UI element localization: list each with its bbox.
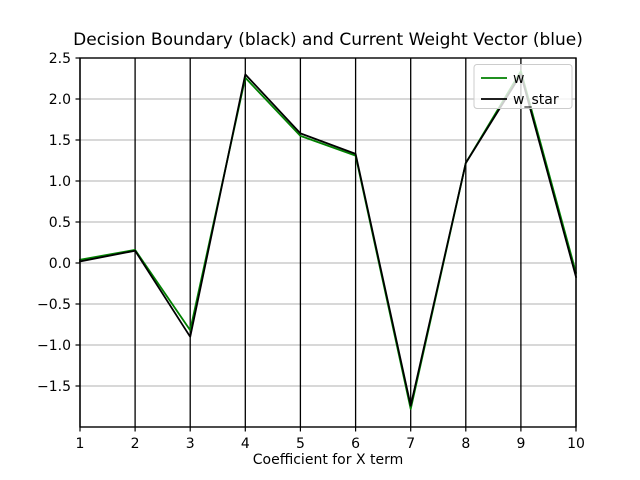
y-tick-label: 1.0	[49, 174, 71, 190]
x-tick-label: 6	[351, 436, 360, 452]
legend-label-w_star: w_star	[513, 92, 559, 108]
y-tick-label: −1.0	[37, 338, 71, 354]
y-tick-label: 2.5	[49, 51, 71, 67]
legend-label-w: w	[513, 71, 524, 87]
x-tick-label: 10	[567, 436, 585, 452]
x-tick-label: 7	[406, 436, 415, 452]
y-tick-label: 0.0	[49, 256, 71, 272]
x-axis-label: Coefficient for X term	[252, 452, 404, 468]
y-tick-label: 0.5	[49, 215, 71, 231]
y-tick-label: 2.0	[49, 92, 71, 108]
chart-title: Decision Boundary (black) and Current We…	[73, 30, 583, 50]
y-tick-label: 1.5	[49, 133, 71, 149]
x-tick-label: 1	[76, 436, 85, 452]
x-tick-label: 4	[241, 436, 250, 452]
legend-box	[473, 64, 573, 109]
x-tick-label: 8	[461, 436, 470, 452]
y-tick-label: −1.5	[37, 379, 71, 395]
x-tick-label: 9	[516, 436, 525, 452]
x-tick-label: 3	[186, 436, 195, 452]
axes-frame	[79, 57, 577, 428]
x-tick-label: 2	[131, 436, 140, 452]
x-tick-label: 5	[296, 436, 305, 452]
series-line-w	[78, 70, 578, 410]
y-tick-label: −0.5	[37, 297, 71, 313]
series-line-w_star	[78, 73, 578, 407]
